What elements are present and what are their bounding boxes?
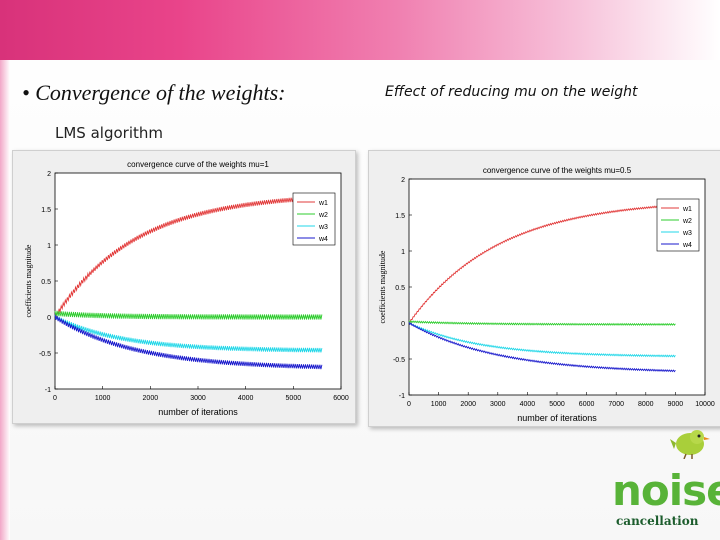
logo-word: noise [612, 466, 720, 515]
chart-title: convergence curve of the weights mu=1 [127, 160, 269, 169]
legend-box [292, 192, 336, 246]
y-tick-label: -1 [399, 393, 405, 400]
legend-label-w2: w2 [682, 218, 692, 225]
y-tick-label: 2 [401, 177, 405, 184]
legend-box [656, 198, 700, 252]
left-subheading: LMS algorithm [55, 124, 163, 142]
right-heading: Effect of reducing mu on the weight [385, 84, 638, 100]
y-tick-label: -0.5 [39, 351, 51, 358]
x-tick-label: 7000 [608, 401, 624, 408]
x-tick-label: 9000 [668, 401, 684, 408]
x-tick-label: 0 [53, 395, 57, 402]
x-tick-label: 0 [407, 401, 411, 408]
series-line-w2 [408, 320, 676, 326]
x-tick-label: 2000 [460, 401, 476, 408]
legend-label-w3: w3 [682, 230, 692, 237]
x-tick-label: 4000 [520, 401, 536, 408]
bird-icon [670, 430, 710, 459]
logo-subtitle: cancellation [616, 514, 699, 528]
y-tick-label: 0.5 [395, 285, 405, 292]
header-band [0, 0, 720, 60]
series-line-w1 [409, 203, 676, 323]
x-tick-label: 6000 [579, 401, 595, 408]
chart-panel-mu-0-5: convergence curve of the weights mu=0.5 n… [368, 150, 720, 427]
x-axis-label: number of iterations [158, 407, 238, 417]
chart-mu-0-5: convergence curve of the weights mu=0.5 n… [378, 166, 715, 423]
series-line-w2 [54, 310, 323, 320]
chart-mu-1: convergence curve of the weights mu=1 num… [24, 160, 349, 417]
y-tick-label: -0.5 [393, 357, 405, 364]
left-accent-strip [0, 60, 10, 540]
legend-label-w4: w4 [682, 242, 692, 249]
y-tick-label: 0 [401, 321, 405, 328]
x-tick-label: 4000 [238, 395, 254, 402]
chart-panel-mu-1: convergence curve of the weights mu=1 num… [12, 150, 356, 424]
chart-title: convergence curve of the weights mu=0.5 [483, 166, 632, 175]
x-tick-label: 2000 [143, 395, 159, 402]
x-tick-label: 1000 [431, 401, 447, 408]
series-line-w4 [408, 322, 676, 373]
y-tick-label: 1 [47, 243, 51, 250]
series-line-w4 [54, 314, 323, 370]
legend-label-w2: w2 [318, 212, 328, 219]
y-tick-label: 0 [47, 315, 51, 322]
x-tick-label: 1000 [95, 395, 111, 402]
slide-title: • Convergence of the weights: [22, 80, 286, 105]
y-axis-label: coefficients magnitude [378, 250, 387, 323]
legend-label-w3: w3 [318, 224, 328, 231]
y-tick-label: 1.5 [395, 213, 405, 220]
y-tick-label: 2 [47, 171, 51, 178]
series-line-w1 [54, 195, 323, 320]
legend-label-w1: w1 [318, 200, 328, 207]
y-tick-label: -1 [45, 387, 51, 394]
x-tick-label: 10000 [695, 401, 715, 408]
x-tick-label: 5000 [549, 401, 565, 408]
y-tick-label: 1.5 [41, 207, 51, 214]
x-tick-label: 5000 [286, 395, 302, 402]
legend-label-w4: w4 [318, 236, 328, 243]
x-tick-label: 6000 [333, 395, 349, 402]
y-tick-label: 1 [401, 249, 405, 256]
series-line-w3 [54, 314, 323, 353]
x-tick-label: 3000 [190, 395, 206, 402]
x-tick-label: 8000 [638, 401, 654, 408]
plot-area [408, 178, 706, 396]
noise-cancellation-logo: noise cancellation [600, 420, 720, 540]
series-line-w3 [408, 322, 676, 358]
legend-label-w1: w1 [682, 206, 692, 213]
x-tick-label: 3000 [490, 401, 506, 408]
y-tick-label: 0.5 [41, 279, 51, 286]
x-axis-label: number of iterations [517, 413, 597, 423]
y-axis-label: coefficients magnitude [24, 244, 33, 317]
